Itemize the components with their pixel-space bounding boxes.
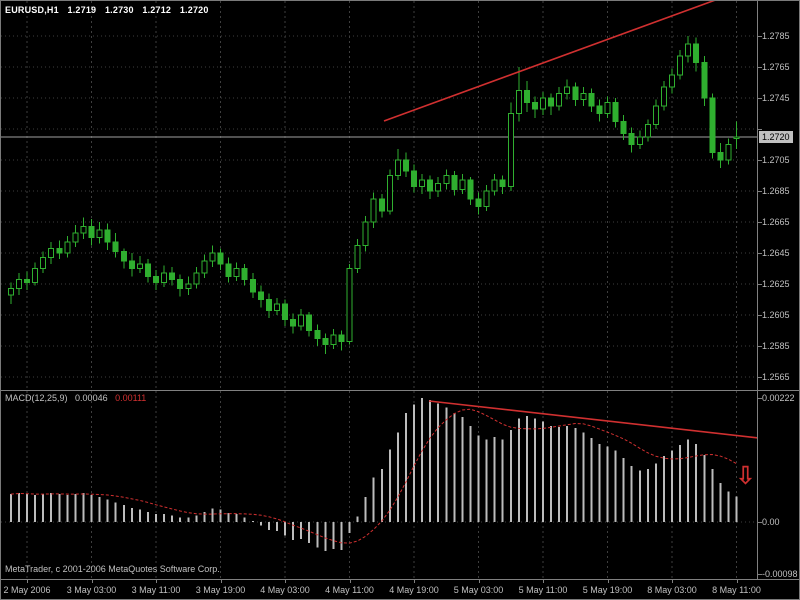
time-axis-label: 4 May 11:00 <box>325 585 374 595</box>
price-tick <box>758 129 762 130</box>
price-tick <box>758 98 762 99</box>
price-axis-label: 1.2665 <box>762 217 790 227</box>
ascending-trendline[interactable] <box>383 1 757 122</box>
ohlc-open-value: 1.2719 <box>67 5 97 15</box>
time-tick <box>478 580 480 583</box>
price-tick <box>758 191 762 192</box>
copyright-text: MetaTrader, c 2001-2006 MetaQuotes Softw… <box>5 564 220 574</box>
price-chart-canvas[interactable] <box>1 1 757 390</box>
time-tick <box>736 580 738 583</box>
price-axis-label: 1.2625 <box>762 279 790 289</box>
time-axis-label: 5 May 11:00 <box>518 585 568 595</box>
price-axis-label: 1.2685 <box>762 186 790 196</box>
price-tick <box>758 253 762 254</box>
time-axis-separator <box>1 579 799 580</box>
indicator-name: MACD(12,25,9) <box>5 393 68 403</box>
time-axis-label: 3 May 11:00 <box>131 585 181 595</box>
ohlc-high-value: 1.2730 <box>104 5 134 15</box>
macd-tick <box>758 397 762 399</box>
price-axis-label: 1.2605 <box>762 310 790 320</box>
macd-indicator-canvas[interactable] <box>1 391 757 579</box>
time-axis-label: 5 May 03:00 <box>453 585 504 595</box>
candles <box>7 36 740 354</box>
macd-axis-label: 0.00222 <box>762 392 795 403</box>
chart-header: EURUSD,H1 1.2719 1.2730 1.2712 1.2720 <box>5 5 215 15</box>
price-axis-label: 1.2585 <box>762 341 790 351</box>
time-tick <box>349 580 351 583</box>
panel-separator[interactable] <box>1 390 799 391</box>
macd-tick <box>758 574 762 575</box>
indicator-signal-value: 0.00111 <box>115 393 147 403</box>
price-tick <box>758 315 762 316</box>
time-axis-label: 3 May 03:00 <box>66 585 117 595</box>
macd-signal-line <box>10 408 737 544</box>
time-axis-label: 2 May 2006 <box>3 585 51 595</box>
time-tick <box>543 580 544 583</box>
indicator-label: MACD(12,25,9) 0.00046 0.00111 <box>5 393 151 403</box>
time-axis-label: 5 May 19:00 <box>582 585 633 595</box>
macd-axis-label: 0.00 <box>762 517 780 527</box>
time-axis-label: 8 May 11:00 <box>712 585 761 595</box>
time-tick <box>27 580 28 583</box>
price-tick <box>758 67 762 68</box>
time-tick <box>285 580 286 583</box>
price-axis-label: 1.2745 <box>762 93 790 103</box>
price-tick <box>758 36 762 37</box>
sell-signal-down-arrow-icon[interactable]: ⇩ <box>735 461 756 490</box>
symbol-timeframe-label: EURUSD,H1 <box>5 5 59 15</box>
current-price-label: 1.2720 <box>759 130 793 143</box>
time-tick <box>607 580 609 583</box>
price-tick <box>758 160 762 161</box>
macd-grid <box>1 391 757 579</box>
time-tick <box>672 580 673 583</box>
macd-tick <box>758 522 762 523</box>
price-tick <box>758 222 762 223</box>
ohlc-low-value: 1.2712 <box>142 5 172 15</box>
price-axis-label: 1.2645 <box>762 248 790 258</box>
price-axis-label: 1.2565 <box>762 372 790 382</box>
price-axis-label: 1.2705 <box>762 155 790 165</box>
time-axis-label: 3 May 19:00 <box>195 585 246 595</box>
price-tick <box>758 284 762 285</box>
time-tick <box>91 580 93 583</box>
macd-axis-label: -0.00098 <box>762 569 798 579</box>
price-axis-label: 1.2785 <box>762 31 790 41</box>
time-tick <box>220 580 222 583</box>
price-tick <box>758 377 762 378</box>
price-axis-label: 1.2765 <box>762 62 790 72</box>
ohlc-close-value: 1.2720 <box>179 5 209 15</box>
descending-trendline[interactable] <box>428 400 757 439</box>
time-axis-label: 4 May 03:00 <box>260 585 310 595</box>
indicator-main-value: 0.00046 <box>75 393 108 403</box>
macd-histogram <box>9 397 738 552</box>
time-tick <box>414 580 415 583</box>
main-grid <box>1 1 757 390</box>
time-tick <box>156 580 157 583</box>
price-axis-separator <box>757 1 758 579</box>
time-axis-label: 8 May 03:00 <box>647 585 697 595</box>
time-axis-label: 4 May 19:00 <box>389 585 439 595</box>
price-tick <box>758 346 762 347</box>
